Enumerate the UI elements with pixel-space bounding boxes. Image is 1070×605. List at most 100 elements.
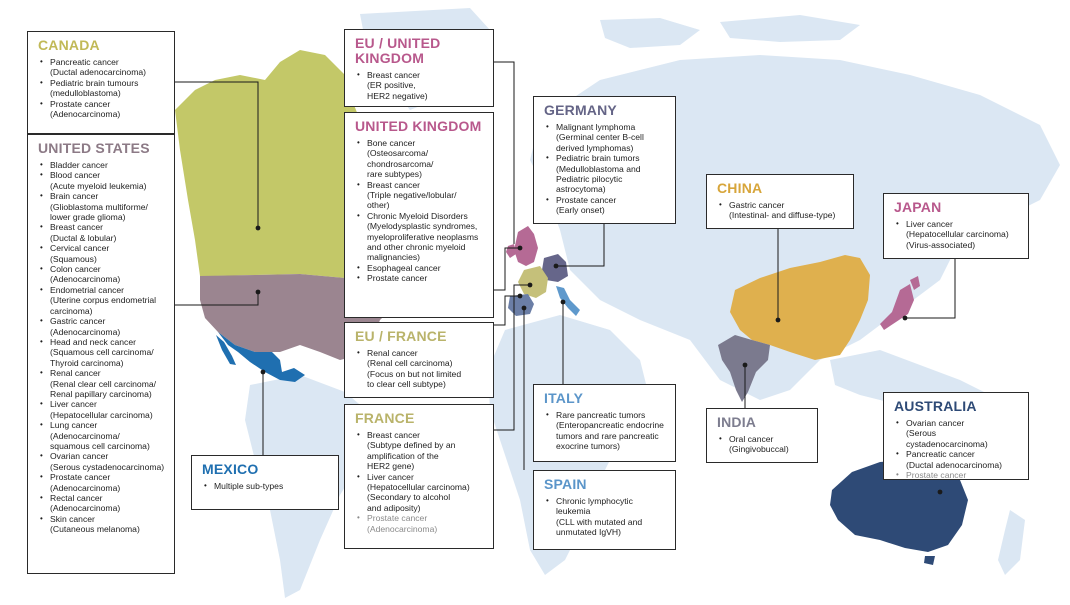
list-item: Oral cancer(Gingivobuccal) (719, 434, 809, 455)
india-title: INDIA (717, 414, 757, 430)
item-label: Blood cancer (50, 170, 101, 181)
item-label: Endometrial cancer (50, 284, 125, 295)
united-states-box: UNITED STATES Bladder cancerBlood cancer… (27, 134, 175, 574)
item-detail: (medulloblastoma) (50, 88, 121, 99)
northern-islands-shape (600, 18, 700, 48)
spain-dot (521, 305, 527, 311)
item-label: Prostate cancer (367, 513, 428, 524)
list-item: Prostate cancer(Adenocarcinoma) (40, 98, 166, 120)
mexico-list: Multiple sub-types (202, 481, 330, 492)
france-title: FRANCE (355, 410, 415, 426)
item-detail: HER2 gene) (367, 461, 415, 472)
france-dot (527, 282, 533, 288)
item-detail: amplification of the (367, 450, 439, 461)
item-detail: malignancies) (367, 252, 421, 263)
list-item: Malignant lymphoma(Germinal center B-cel… (546, 122, 667, 153)
list-item: Rectal cancer(Adenocarcinoma) (40, 493, 166, 514)
item-detail: Renal papillary carcinoma) (50, 388, 152, 399)
france-connector (494, 284, 530, 431)
item-detail: (Renal clear cell carcinoma/ (50, 378, 157, 389)
list-item: Multiple sub-types (204, 481, 330, 492)
eu-france-box: EU / FRANCE Renal cancer(Renal cell carc… (344, 322, 494, 398)
uk-connector (494, 247, 520, 291)
item-label: Liver cancer (906, 219, 953, 229)
mexico-box: MEXICO Multiple sub-types (191, 455, 339, 510)
item-detail: Thyroid carcinoma) (50, 357, 124, 368)
list-item: Pediatric brain tumours(medulloblastoma) (40, 78, 166, 99)
china-list: Gastric cancer(Intestinal- and diffuse-t… (717, 200, 845, 221)
item-detail: exocrine tumors) (556, 441, 620, 452)
list-item: Rare pancreatic tumors(Enteropancreatic … (546, 410, 667, 452)
united-states-list: Bladder cancerBlood cancer(Acute myeloid… (38, 160, 166, 535)
list-item: Pancreatic cancer(Ductal adenocarcinoma) (896, 449, 1020, 470)
eu-france-list: Renal cancer(Renal cell carcinoma)(Focus… (355, 348, 485, 390)
item-detail: (Osteosarcoma/ (367, 148, 429, 159)
item-detail: (Hepatocellular carcinoma) (50, 409, 153, 420)
france-box: FRANCE Breast cancer(Subtype defined by … (344, 404, 494, 549)
item-detail: chondrosarcoma/ (367, 158, 434, 169)
item-label: Brain cancer (50, 191, 99, 202)
item-detail: (Squamous cell carcinoma/ (50, 347, 154, 358)
item-detail: (Uterine corpus endometrial (50, 295, 157, 306)
item-detail: (Focus on but not limited (367, 368, 462, 379)
list-item: Renal cancer(Renal clear cell carcinoma/… (40, 368, 166, 399)
japan-title: JAPAN (894, 199, 942, 215)
list-item: Breast cancer(Ductal & lobular) (40, 222, 166, 243)
eu-france-dot (517, 293, 523, 299)
item-label: Prostate cancer (50, 472, 111, 483)
item-label: Gastric cancer (50, 316, 106, 327)
uk-box: UNITED KINGDOM Bone cancer(Osteosarcoma/… (344, 112, 494, 318)
india-box: INDIA Oral cancer(Gingivobuccal) (706, 408, 818, 463)
item-label: Chronic lymphocytic (556, 496, 633, 506)
list-item: Ovarian cancer(Serous cystadenocarcinoma… (40, 451, 166, 472)
us-dot (255, 289, 261, 295)
item-label: Breast cancer (367, 430, 421, 440)
uk-shape (514, 226, 538, 266)
list-item: Breast cancer(Subtype defined by anampli… (357, 430, 485, 472)
item-detail: HER2 negative) (367, 90, 428, 101)
list-item: Liver cancer(Hepatocellular carcinoma)(S… (357, 471, 485, 514)
australia-list: Ovarian cancer(Serous cystadenocarcinoma… (894, 418, 1020, 481)
item-label: Prostate cancer (50, 98, 111, 109)
item-detail: (Adenocarcinoma) (367, 523, 438, 534)
ireland-shape (506, 244, 516, 258)
list-item: Prostate cancer (896, 470, 1020, 481)
item-label: Liver cancer (367, 471, 414, 482)
item-detail: (Subtype defined by an (367, 440, 456, 451)
canada-dot (255, 225, 261, 231)
list-item: Esophageal cancer (357, 263, 485, 274)
list-item: Prostate cancer (357, 273, 485, 284)
germany-box: GERMANY Malignant lymphoma(Germinal cent… (533, 96, 676, 224)
item-detail: astrocytoma) (556, 184, 606, 195)
item-detail: (ER positive, (367, 80, 416, 91)
item-label: Prostate cancer (906, 470, 967, 481)
italy-title: ITALY (544, 390, 584, 406)
item-label: Renal cancer (50, 368, 101, 379)
japan-shape (880, 284, 914, 330)
item-detail: (Acute myeloid leukemia) (50, 180, 147, 191)
uk-title: UNITED KINGDOM (355, 118, 482, 134)
japan-box: JAPAN Liver cancer(Hepatocellular carcin… (883, 193, 1029, 259)
list-item: Prostate cancer(Adenocarcinoma) (40, 472, 166, 493)
item-label: Breast cancer (50, 222, 104, 233)
france-shape (518, 266, 548, 298)
spain-title: SPAIN (544, 476, 587, 492)
item-detail: (Serous cystadenocarcinoma) (906, 428, 988, 449)
item-detail: (CLL with mutated and (556, 516, 643, 527)
item-detail: (Cutaneous melanoma) (50, 524, 140, 535)
item-detail: (Hepatocellular carcinoma) (367, 482, 470, 493)
item-detail: (Adenocarcinoma) (50, 326, 121, 337)
china-shape (730, 255, 870, 360)
tasmania-shape (924, 556, 935, 565)
item-detail: lower grade glioma) (50, 212, 126, 223)
connector-lines (175, 61, 956, 470)
item-detail: derived lymphomas) (556, 142, 634, 153)
item-label: Rare pancreatic tumors (556, 410, 646, 420)
item-detail: (Medulloblastoma and (556, 163, 641, 174)
item-detail: carcinoma) (50, 305, 93, 316)
mexico-title: MEXICO (202, 461, 259, 477)
item-label: Cervical cancer (50, 243, 110, 254)
item-label: Liver cancer (50, 399, 97, 410)
item-detail: (Intestinal- and diffuse-type) (729, 210, 836, 221)
